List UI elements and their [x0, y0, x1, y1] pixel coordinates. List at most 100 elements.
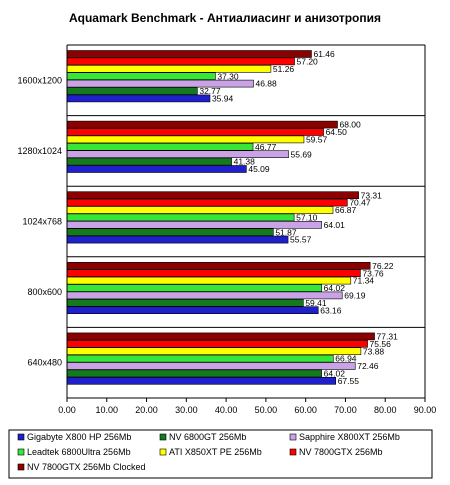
data-label: 55.57 [290, 235, 312, 245]
data-label: 64.01 [324, 220, 346, 230]
bar [66, 261, 371, 270]
data-label: 66.87 [335, 205, 357, 215]
data-label: 57.20 [297, 57, 319, 67]
data-label: 64.02 [324, 283, 346, 293]
data-label: 71.34 [353, 276, 375, 286]
bar [66, 228, 274, 236]
bar [66, 143, 254, 151]
legend-label: NV 7800GTX 256Mb [299, 447, 383, 457]
legend-box [8, 429, 433, 479]
bar [66, 50, 312, 58]
data-label: 51.26 [273, 64, 295, 74]
bar [66, 291, 343, 300]
x-tick-label: 70.00 [334, 405, 357, 415]
bar [66, 191, 359, 199]
bar [66, 128, 324, 136]
bar [66, 298, 304, 307]
data-label: 35.94 [212, 94, 234, 104]
legend-swatch [17, 433, 25, 441]
legend-swatch [17, 463, 25, 471]
data-label: 32.77 [199, 86, 221, 96]
bar [66, 57, 295, 66]
legend-swatch [289, 433, 297, 441]
bar [66, 198, 348, 207]
category-label: 640x480 [27, 358, 62, 368]
data-label: 37.30 [217, 71, 239, 81]
legend-swatch [17, 448, 25, 456]
bar [66, 362, 356, 370]
bar [66, 369, 322, 378]
x-tick-label: 30.00 [175, 405, 198, 415]
bar [66, 79, 254, 88]
data-label: 66.94 [335, 354, 357, 364]
bar [66, 332, 375, 341]
data-label: 57.10 [296, 213, 318, 223]
bar [66, 165, 247, 173]
legend: Gigabyte X800 HP 256Mb NV 6800GT 256Mb Sap… [8, 429, 433, 479]
x-tick-label: 60.00 [294, 405, 317, 415]
data-label: 68.00 [339, 120, 361, 130]
x-tick-label: 40.00 [215, 405, 238, 415]
bar [66, 276, 352, 285]
x-tick-label: 90.00 [414, 405, 437, 415]
data-label: 59.41 [305, 298, 327, 308]
data-label: 41.38 [234, 157, 256, 167]
data-label: 73.31 [361, 190, 383, 200]
data-label: 55.69 [291, 149, 313, 159]
data-label: 67.55 [338, 376, 360, 386]
x-tick-label: 20.00 [135, 405, 158, 415]
data-label: 76.22 [372, 261, 394, 271]
legend-label: NV 6800GT 256Mb [169, 432, 246, 442]
category-label: 800x600 [27, 287, 62, 297]
legend-swatch [159, 433, 167, 441]
bar [66, 354, 334, 363]
bar [66, 87, 198, 95]
category-label: 1280x1024 [17, 146, 62, 156]
data-label: 70.47 [349, 198, 371, 208]
legend-label: NV 7800GTX 256Mb Clocked [27, 462, 146, 472]
category-label: 1024x768 [22, 217, 62, 227]
data-label: 46.88 [255, 79, 277, 89]
bar [66, 347, 362, 356]
legend-swatch [159, 448, 167, 456]
legend-swatch [289, 448, 297, 456]
bar [66, 94, 211, 103]
bar [66, 213, 295, 222]
legend-label: ATI X850XT PE 256Mb [169, 447, 262, 457]
bar [66, 72, 216, 80]
data-label: 64.02 [324, 369, 346, 379]
data-label: 61.46 [313, 49, 335, 59]
bar [66, 306, 319, 315]
bar [66, 235, 289, 244]
data-label: 46.77 [255, 142, 277, 152]
chart-title: Aquamark Benchmark - Антиалиасинг и аниз… [69, 11, 381, 25]
bar [66, 269, 361, 278]
data-label: 51.87 [275, 227, 297, 237]
x-tick-label: 10.00 [96, 405, 119, 415]
data-label: 45.09 [248, 164, 270, 174]
x-tick-label: 0.00 [58, 405, 76, 415]
bar [66, 150, 289, 158]
legend-label: Gigabyte X800 HP 256Mb [27, 432, 131, 442]
legend-label: Leadtek 6800Ultra 256Mb [27, 447, 131, 457]
data-label: 72.46 [357, 361, 379, 371]
category-label: 1600x1200 [17, 75, 62, 85]
bar [66, 206, 334, 214]
bar [66, 65, 272, 73]
data-label: 69.19 [344, 291, 366, 301]
x-tick-label: 80.00 [374, 405, 397, 415]
bar [66, 339, 368, 348]
legend-label: Sapphire X800XT 256Mb [299, 432, 400, 442]
data-label: 64.50 [326, 127, 348, 137]
bar [66, 376, 336, 385]
data-label: 59.57 [306, 135, 328, 145]
bar [66, 284, 322, 292]
data-label: 63.16 [320, 305, 342, 315]
bar [66, 157, 232, 166]
data-label: 77.31 [377, 332, 399, 342]
data-label: 73.88 [363, 346, 385, 356]
x-tick-label: 50.00 [255, 405, 278, 415]
data-label: 73.76 [362, 268, 384, 278]
